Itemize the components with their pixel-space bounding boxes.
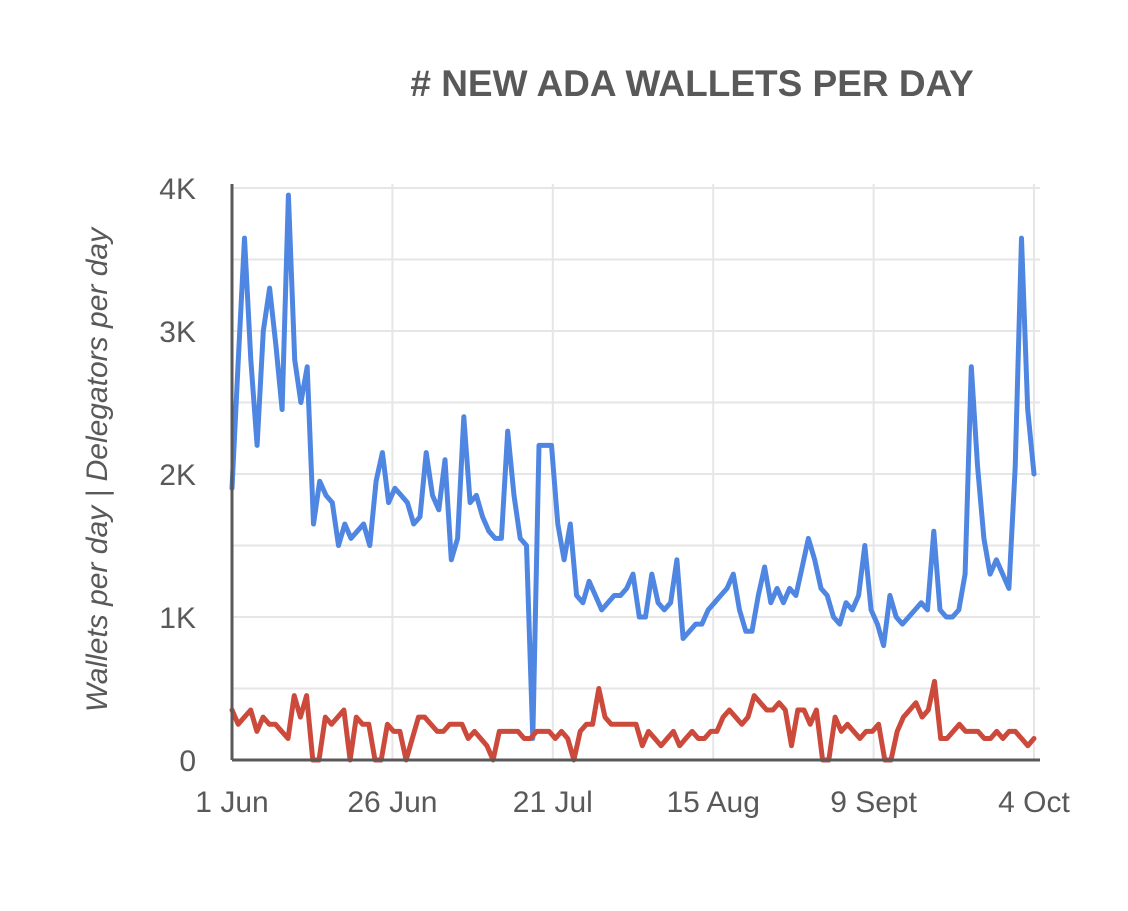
axes (230, 184, 1040, 762)
y-tick-label: 4K (159, 173, 196, 206)
x-tick-labels: 1 Jun 26 Jun 21 Jul 15 Aug 9 Sept 4 Oct (195, 786, 1070, 819)
y-tick-label: 0 (179, 745, 196, 778)
y-tick-label: 3K (159, 316, 196, 349)
x-tick-label: 9 Sept (830, 786, 917, 819)
x-tick-label: 4 Oct (998, 786, 1070, 819)
y-tick-label: 1K (159, 602, 196, 635)
x-tick-label: 21 Jul (513, 786, 593, 819)
x-tick-label: 15 Aug (666, 786, 759, 819)
y-axis-label: Wallets per day | Delegators per day (81, 226, 114, 712)
y-tick-label: 2K (159, 459, 196, 492)
series-line-1 (229, 192, 1037, 741)
chart-title: # NEW ADA WALLETS PER DAY (410, 63, 974, 104)
gridlines (232, 184, 1040, 760)
x-tick-label: 26 Jun (347, 786, 437, 819)
series-line-2 (229, 678, 1037, 763)
x-tick-label: 1 Jun (195, 786, 268, 819)
series-lines (229, 192, 1037, 763)
y-tick-labels: 0 1K 2K 3K 4K (159, 173, 196, 778)
